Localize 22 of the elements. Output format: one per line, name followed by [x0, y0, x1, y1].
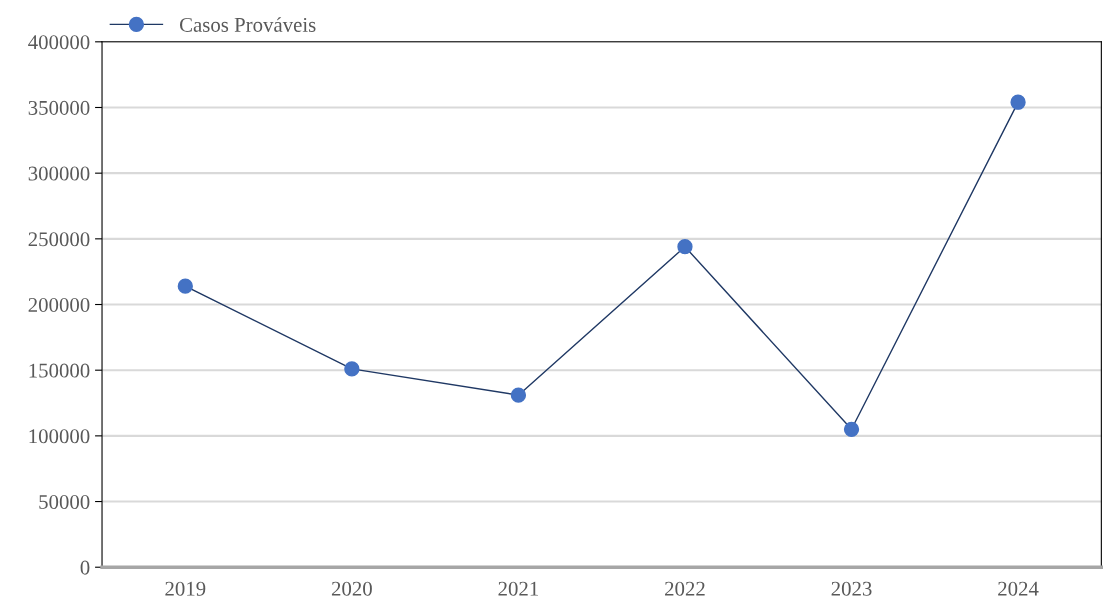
- point: [344, 361, 360, 377]
- y-tick-label: 0: [80, 560, 90, 575]
- y-tick-label: 100000: [29, 429, 90, 444]
- y-tick-label: 150000: [29, 363, 90, 378]
- point: [1010, 94, 1026, 110]
- point: [510, 387, 527, 403]
- y-tick-label: 250000: [28, 232, 90, 247]
- x-tick-label: 2022: [665, 581, 705, 596]
- y-tick-label: 400000: [28, 35, 90, 50]
- y-tick-label: 300000: [28, 166, 90, 181]
- x-tick-label: 2024: [998, 581, 1039, 596]
- y-tick-label: 50000: [39, 494, 90, 509]
- x-tick-label: 2023: [831, 581, 872, 596]
- legend-label: Casos Prováveis: [179, 17, 316, 32]
- point: [677, 239, 693, 255]
- point: [177, 278, 193, 294]
- point: [843, 421, 860, 437]
- y-tick-label: 350000: [28, 100, 90, 115]
- x-tick-label: 2020: [331, 581, 372, 596]
- x-tick-label: 2019: [165, 581, 206, 596]
- y-tick-label: 200000: [28, 297, 90, 312]
- x-tick-label: 2021: [498, 581, 538, 596]
